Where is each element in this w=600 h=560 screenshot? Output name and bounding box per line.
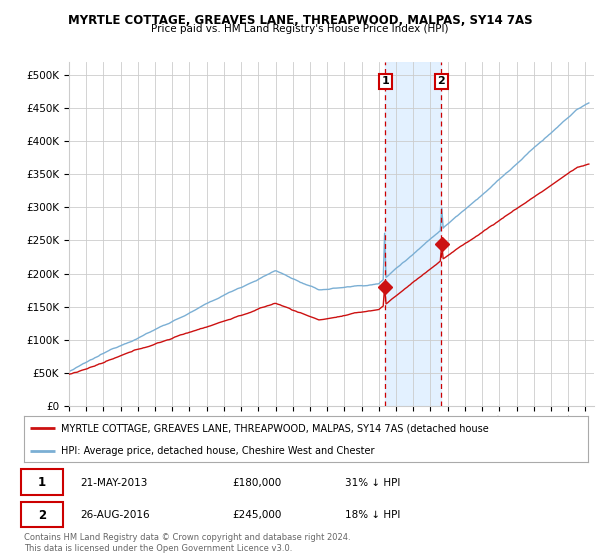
Text: Price paid vs. HM Land Registry's House Price Index (HPI): Price paid vs. HM Land Registry's House … <box>151 24 449 34</box>
Bar <box>385 62 442 406</box>
Text: 2: 2 <box>437 77 445 86</box>
Text: 31% ↓ HPI: 31% ↓ HPI <box>346 478 401 488</box>
Text: 1: 1 <box>38 477 46 489</box>
Text: 26-AUG-2016: 26-AUG-2016 <box>80 510 150 520</box>
Text: HPI: Average price, detached house, Cheshire West and Chester: HPI: Average price, detached house, Ches… <box>61 446 374 456</box>
Text: 18% ↓ HPI: 18% ↓ HPI <box>346 510 401 520</box>
Text: Contains HM Land Registry data © Crown copyright and database right 2024.
This d: Contains HM Land Registry data © Crown c… <box>24 533 350 553</box>
Text: MYRTLE COTTAGE, GREAVES LANE, THREAPWOOD, MALPAS, SY14 7AS: MYRTLE COTTAGE, GREAVES LANE, THREAPWOOD… <box>68 14 532 27</box>
Text: 21-MAY-2013: 21-MAY-2013 <box>80 478 148 488</box>
Text: 1: 1 <box>382 77 389 86</box>
FancyBboxPatch shape <box>21 469 64 495</box>
Text: £180,000: £180,000 <box>233 478 282 488</box>
FancyBboxPatch shape <box>21 502 64 528</box>
Text: MYRTLE COTTAGE, GREAVES LANE, THREAPWOOD, MALPAS, SY14 7AS (detached house: MYRTLE COTTAGE, GREAVES LANE, THREAPWOOD… <box>61 423 488 433</box>
Text: 2: 2 <box>38 508 46 521</box>
Text: £245,000: £245,000 <box>233 510 282 520</box>
